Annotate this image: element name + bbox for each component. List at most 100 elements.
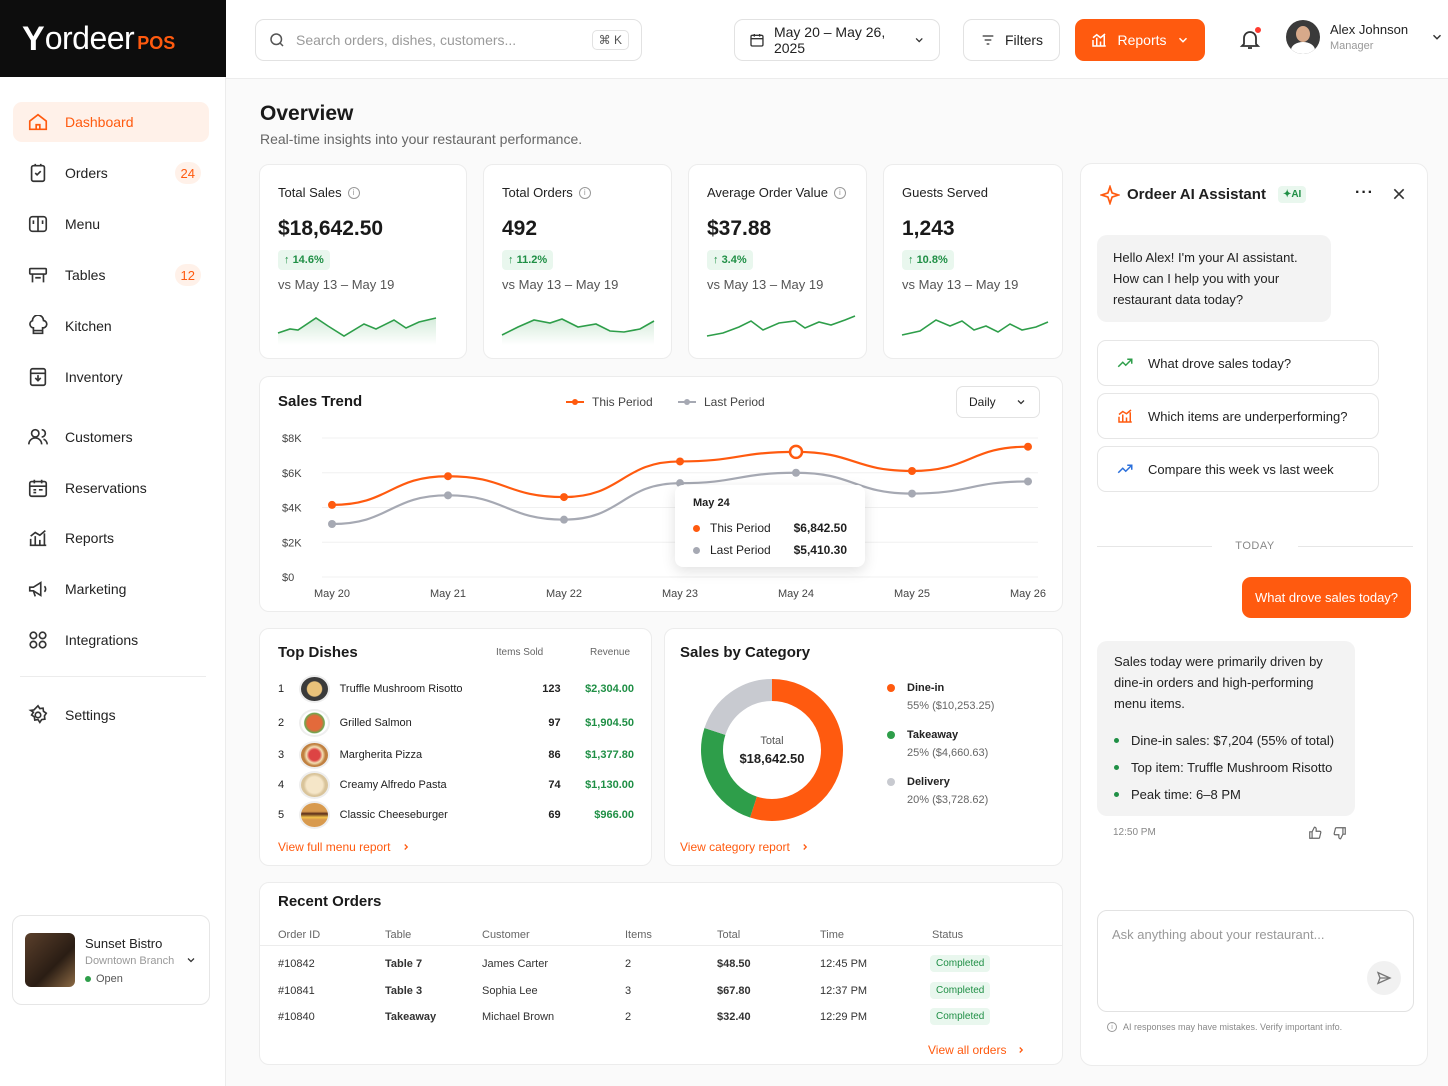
filters-button[interactable]: Filters [963,19,1060,61]
search-input[interactable] [296,32,592,48]
gear-icon [28,704,48,724]
view-all-orders-link[interactable]: View all orders [928,1043,1026,1057]
info-icon[interactable]: i [578,186,591,199]
info-icon[interactable]: i [347,186,360,199]
dish-row[interactable]: 5 Classic Cheeseburger 69 $966.00 [278,800,634,830]
calendar-icon [28,479,48,498]
bell-icon [1239,31,1261,49]
close-icon[interactable] [1391,186,1407,202]
suggestion-what-drove-sales[interactable]: What drove sales today? [1097,340,1379,386]
reply-bullet: Dine-in sales: $7,204 (55% of total) [1114,730,1338,751]
users-icon [28,428,48,445]
sidebar-item-integrations[interactable]: Integrations [13,620,209,660]
branch-location: Downtown Branch [85,954,175,967]
grid-icon [29,631,47,649]
reply-bullet: Peak time: 6–8 PM [1114,784,1338,805]
sidebar: Dashboard Orders 24 Menu Tables 12 Kitch… [0,77,226,1086]
sidebar-item-dashboard[interactable]: Dashboard [13,102,209,142]
chevron-right-icon [403,844,408,850]
dish-image [298,675,330,703]
logo-suffix: POS [137,33,176,53]
chart-icon [1118,409,1132,423]
sidebar-item-orders[interactable]: Orders 24 [13,153,209,193]
sidebar-item-settings[interactable]: Settings [13,695,209,735]
data-point [328,500,336,509]
sidebar-divider [20,676,206,677]
dish-row[interactable]: 2 Grilled Salmon 97 $1,904.50 [278,708,634,738]
column-header: Table [385,929,412,941]
tooltip-last-value: $5,410.30 [793,543,847,557]
view-category-report-link[interactable]: View category report [680,840,810,854]
view-menu-report-link[interactable]: View full menu report [278,840,411,854]
donut-slice[interactable] [704,679,773,736]
reports-label: Reports [1117,32,1167,48]
orders-icon [30,163,46,183]
search-box[interactable]: ⌘ K [255,19,642,61]
sales-by-category-card: Sales by Category Total $18,642.50 Dine-… [664,628,1063,866]
y-tick-label: $4K [282,503,302,515]
data-point [676,457,684,466]
sidebar-item-menu[interactable]: Menu [13,204,209,244]
sidebar-item-label: Inventory [65,369,123,385]
suggestion-compare-weeks[interactable]: Compare this week vs last week [1097,446,1379,492]
donut-slice[interactable] [750,679,843,821]
x-tick-label: May 26 [1010,588,1046,600]
data-point [560,515,568,524]
branch-switcher[interactable]: Sunset Bistro Downtown Branch Open [12,915,210,1005]
more-options-icon[interactable]: ··· [1355,184,1374,201]
recent-orders-title: Recent Orders [278,893,382,910]
brand-logo[interactable]: Y ordeer POS [0,0,226,77]
notification-dot [1254,26,1262,34]
date-range-picker[interactable]: May 20 – May 26, 2025 [734,19,940,61]
granularity-select[interactable]: Daily [956,386,1040,418]
data-point [908,467,916,476]
chart-tooltip: May 24 This Period $6,842.50 Last Period $… [675,485,865,567]
status-badge: Completed [930,982,991,999]
suggestion-underperforming[interactable]: Which items are underperforming? [1097,393,1379,439]
sidebar-item-marketing[interactable]: Marketing [13,569,209,609]
sales-trend-card: Sales Trend This Period Last Period Dail… [259,376,1063,612]
chef-hat-icon [29,315,48,335]
thumbs-down-icon[interactable] [1333,826,1347,840]
donut-slice[interactable] [701,728,758,818]
column-header: Customer [482,929,530,941]
chevron-right-icon [803,844,807,850]
sidebar-item-customers[interactable]: Customers [13,417,209,457]
sidebar-item-label: Reservations [65,480,147,496]
col-items-sold: Items Sold [496,647,544,658]
sidebar-item-kitchen[interactable]: Kitchen [13,306,209,346]
sparkline [277,317,437,345]
ai-prompt-input[interactable] [1112,927,1352,987]
dish-row[interactable]: 1 Truffle Mushroom Risotto 123 $2,304.00 [278,674,634,704]
sidebar-item-reservations[interactable]: Reservations [13,468,209,508]
ai-input-box[interactable] [1097,910,1414,1012]
dish-row[interactable]: 4 Creamy Alfredo Pasta 74 $1,130.00 [278,770,634,800]
user-menu[interactable]: Alex Johnson Manager [1286,20,1444,54]
sidebar-item-label: Reports [65,530,115,546]
kpi-card-guests-served: Guests Served 1,243 ↑ 10.8% vs May 13 – … [883,164,1063,359]
data-point [444,472,452,481]
kpi-change-badge: ↑ 11.2% [502,250,554,270]
kpi-compare: vs May 13 – May 19 [278,277,395,292]
thumbs-up-icon[interactable] [1308,826,1322,840]
kpi-card-total-orders: Total Orders i 492 ↑ 11.2% vs May 13 – Ma… [483,164,672,359]
top-dishes-title: Top Dishes [278,644,358,661]
sidebar-item-inventory[interactable]: Inventory [13,357,209,397]
sidebar-item-label: Settings [65,707,116,723]
sidebar-item-reports[interactable]: Reports [13,518,209,558]
kpi-change-badge: ↑ 3.4% [707,250,753,270]
sparkline [901,319,1049,336]
info-icon[interactable]: i [833,186,846,199]
reports-button[interactable]: Reports [1075,19,1205,61]
category-donut-chart [701,679,843,821]
sidebar-item-tables[interactable]: Tables 12 [13,255,209,295]
dish-row[interactable]: 3 Margherita Pizza 86 $1,377.80 [278,740,634,770]
legend-last-period[interactable]: Last Period [678,395,765,409]
send-button[interactable] [1367,961,1401,995]
legend-this-period[interactable]: This Period [566,395,653,409]
data-point [560,493,568,502]
tooltip-this-label: This Period [710,521,771,535]
notifications-button[interactable] [1238,26,1264,54]
kpi-label: Total Orders [502,185,573,200]
kpi-compare: vs May 13 – May 19 [502,277,619,292]
